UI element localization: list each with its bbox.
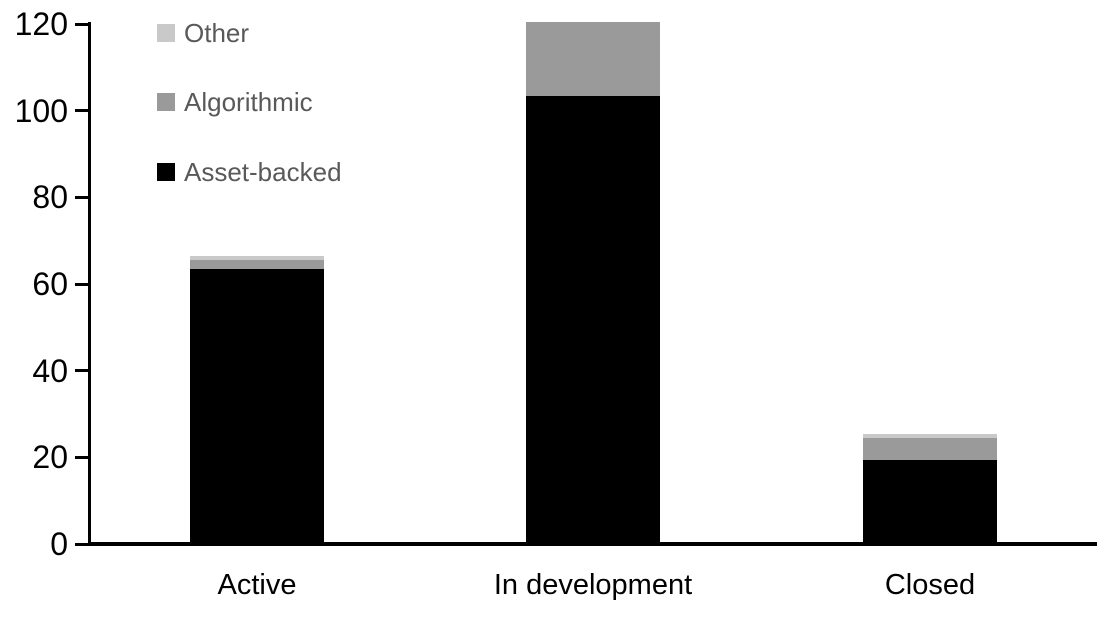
legend-item-other: Other [157, 15, 249, 51]
y-tick-mark-80 [75, 195, 89, 199]
legend-swatch-other [157, 24, 175, 42]
bar-closed [863, 433, 997, 542]
bar-segment-active-asset-backed [190, 269, 324, 542]
legend-label-algorithmic: Algorithmic [184, 87, 313, 117]
y-axis-line [88, 22, 91, 546]
y-tick-mark-40 [75, 369, 89, 373]
legend-swatch-algorithmic [157, 93, 175, 111]
y-tick-mark-120 [75, 22, 89, 26]
y-tick-label-0: 0 [50, 526, 68, 562]
bar-segment-closed-other [863, 433, 997, 439]
x-category-label-closed: Closed [884, 569, 976, 601]
legend-item-algorithmic: Algorithmic [157, 84, 313, 120]
y-tick-label-80: 80 [32, 179, 68, 216]
legend-label-asset-backed: Asset-backed [184, 157, 342, 187]
x-axis-line [88, 542, 1097, 546]
x-category-label-in-development: In development [493, 569, 693, 601]
legend-label-other: Other [184, 18, 250, 48]
x-category-label-active: Active [217, 569, 297, 601]
y-tick-label-120: 120 [14, 6, 68, 42]
legend-swatch-asset-backed [157, 163, 175, 181]
y-tick-mark-0 [75, 542, 89, 546]
y-tick-mark-100 [75, 109, 89, 113]
y-tick-mark-60 [75, 282, 89, 286]
bar-in-development [526, 22, 660, 542]
bar-segment-in-development-algorithmic [526, 22, 660, 96]
y-tick-label-40: 40 [32, 352, 68, 389]
y-tick-label-100: 100 [14, 92, 68, 129]
bar-segment-closed-asset-backed [863, 459, 997, 542]
y-tick-mark-20 [75, 455, 89, 459]
bar-segment-in-development-asset-backed [526, 95, 660, 542]
legend-item-asset-backed: Asset-backed [157, 154, 342, 190]
bar-segment-closed-algorithmic [863, 438, 997, 460]
bar-segment-active-algorithmic [190, 260, 324, 269]
y-tick-label-60: 60 [32, 266, 68, 302]
bar-active [190, 256, 324, 542]
bar-segment-active-other [190, 256, 324, 261]
y-tick-label-20: 20 [32, 439, 68, 476]
